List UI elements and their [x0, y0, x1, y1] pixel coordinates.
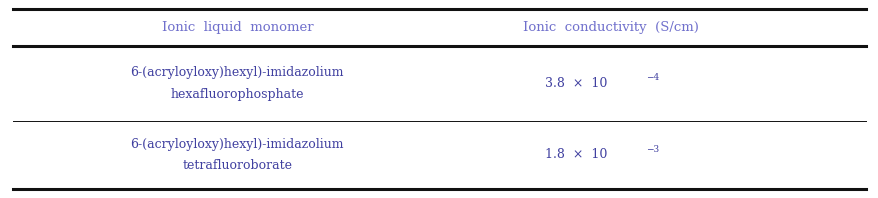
Text: −3: −3 [645, 145, 658, 154]
Text: hexafluorophosphate: hexafluorophosphate [170, 88, 304, 101]
Text: 6-(acryloyloxy)hexyl)-imidazolium: 6-(acryloyloxy)hexyl)-imidazolium [131, 66, 343, 79]
Text: −4: −4 [645, 73, 658, 82]
Text: tetrafluoroborate: tetrafluoroborate [182, 159, 292, 172]
Text: 6-(acryloyloxy)hexyl)-imidazolium: 6-(acryloyloxy)hexyl)-imidazolium [131, 138, 343, 151]
Text: Ionic  liquid  monomer: Ionic liquid monomer [162, 21, 313, 34]
Text: Ionic  conductivity  (S/cm): Ionic conductivity (S/cm) [522, 21, 698, 34]
Text: 3.8  ×  10: 3.8 × 10 [544, 77, 606, 90]
Text: 1.8  ×  10: 1.8 × 10 [544, 148, 606, 162]
